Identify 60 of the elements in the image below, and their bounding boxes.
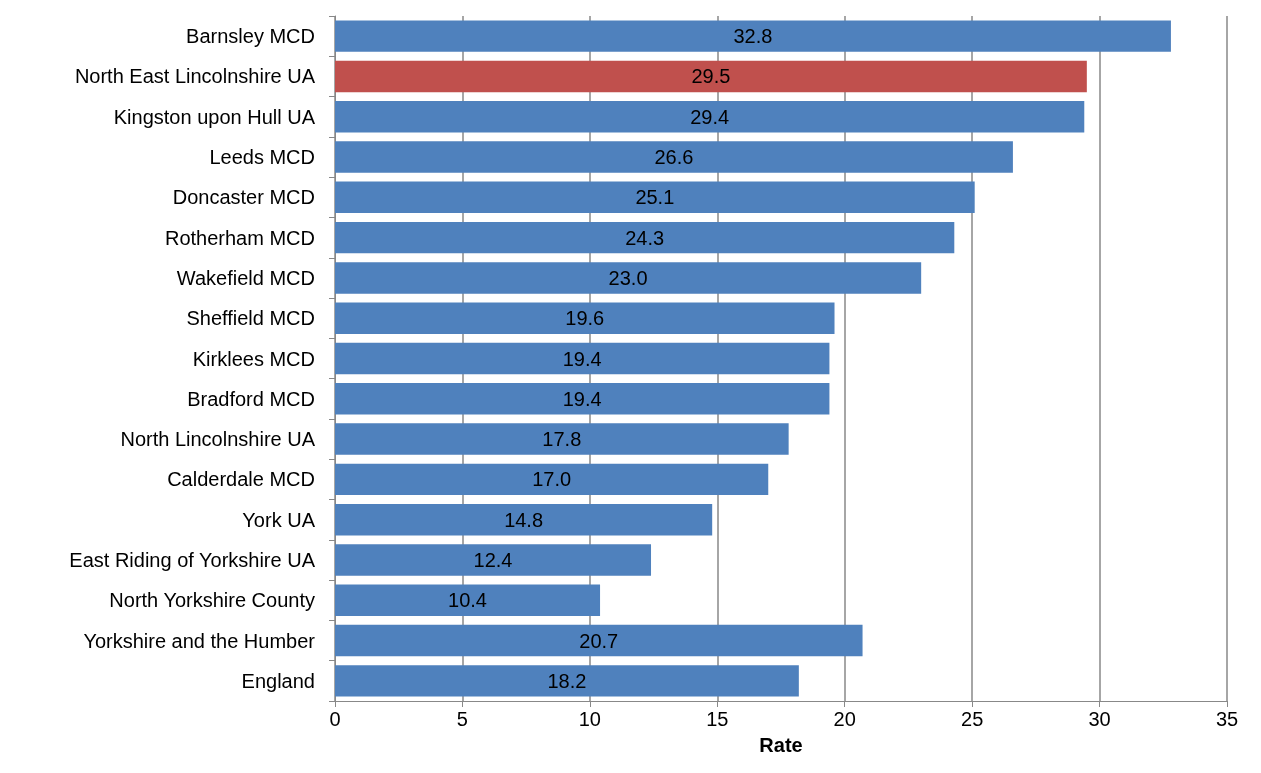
x-tick-label: 15	[706, 708, 729, 730]
bar	[335, 181, 975, 214]
bar	[335, 624, 863, 657]
y-tick-label: Wakefield MCD	[176, 266, 315, 289]
data-label: 18.2	[547, 669, 587, 692]
data-label: 17.0	[532, 468, 572, 491]
y-tick-label: Yorkshire and the Humber	[83, 629, 316, 652]
bar	[335, 503, 713, 536]
data-label: 29.5	[691, 65, 731, 88]
bar	[335, 262, 922, 294]
y-tick-label: York UA	[242, 508, 316, 531]
y-tick-label: Kingston upon Hull UA	[113, 105, 316, 128]
data-label: 29.4	[690, 105, 730, 128]
data-label: 25.1	[635, 186, 675, 209]
bar	[335, 141, 1013, 173]
x-tick-label: 0	[329, 708, 341, 730]
data-label: 14.8	[504, 508, 544, 531]
y-tick-label: North Yorkshire County	[109, 589, 315, 612]
x-tick-label: 5	[456, 708, 468, 730]
y-tick-label: Doncaster MCD	[172, 186, 315, 209]
x-axis-title: Rate	[759, 734, 803, 756]
x-tick-label: 25	[961, 708, 984, 730]
y-tick-label: Calderdale MCD	[167, 468, 315, 491]
bar	[335, 302, 835, 334]
data-label: 19.4	[562, 347, 602, 370]
y-tick-label: North East Lincolnshire UA	[74, 65, 316, 88]
bar	[335, 20, 1171, 52]
y-tick-label: Bradford MCD	[187, 387, 315, 410]
bar	[335, 383, 830, 415]
x-tick-label: 35	[1215, 708, 1239, 730]
data-label: 19.6	[565, 307, 605, 330]
y-tick-label: England	[241, 669, 315, 692]
bar	[335, 665, 799, 697]
data-label: 24.3	[625, 226, 665, 249]
y-tick-label: Rotherham MCD	[164, 226, 315, 249]
x-tick-label: 10	[578, 708, 601, 730]
bar	[335, 463, 769, 496]
x-tick-label: 30	[1088, 708, 1111, 730]
y-tick-label: Barnsley MCD	[186, 25, 315, 48]
data-label: 12.4	[473, 548, 513, 571]
bar	[335, 221, 955, 254]
data-label: 23.0	[608, 266, 648, 289]
data-label: 10.4	[448, 589, 487, 612]
y-tick-label: Leeds MCD	[209, 146, 315, 169]
bar	[335, 101, 1085, 133]
bar	[335, 544, 652, 576]
data-label: 17.8	[542, 428, 582, 451]
y-tick-label: Sheffield MCD	[186, 307, 315, 330]
bar	[335, 584, 601, 616]
y-tick-label: East Riding of Yorkshire UA	[69, 548, 316, 571]
bar	[335, 342, 830, 375]
bar	[335, 423, 789, 455]
data-label: 19.4	[562, 387, 602, 410]
x-tick-label: 20	[833, 708, 856, 730]
data-label: 32.8	[733, 25, 773, 48]
y-tick-label: Kirklees MCD	[192, 347, 315, 370]
bar	[335, 60, 1087, 93]
y-tick-label: North Lincolnshire UA	[120, 428, 316, 451]
data-label: 26.6	[654, 146, 694, 169]
data-label: 20.7	[579, 629, 619, 652]
